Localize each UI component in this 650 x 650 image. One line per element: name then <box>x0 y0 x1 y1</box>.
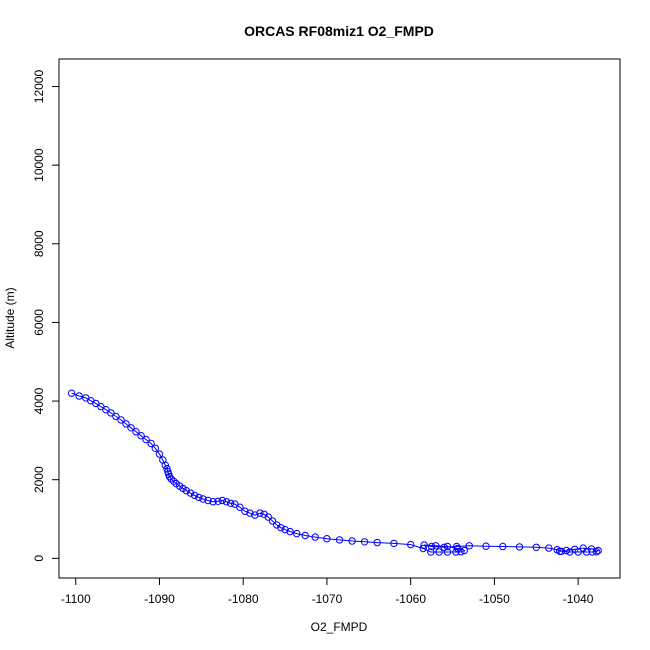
plot-frame <box>58 58 621 579</box>
data-point <box>427 548 435 556</box>
data-point <box>132 428 140 436</box>
x-axis: -1100 -1090 -1080 -1070 -1060 -1050 -1040 <box>61 577 594 606</box>
x-tick-label: -1070 <box>312 592 343 606</box>
x-tick-label: -1040 <box>563 592 594 606</box>
y-tick-label: 6000 <box>32 309 46 336</box>
data-point <box>515 543 524 551</box>
y-axis: 0 2000 4000 6000 8000 10000 12000 <box>32 70 60 562</box>
data-point <box>460 546 468 555</box>
data-point <box>127 424 135 432</box>
data-point <box>499 542 507 551</box>
data-point <box>594 546 602 555</box>
data-point <box>311 533 319 541</box>
y-tick-label: 8000 <box>32 230 46 257</box>
data-point <box>155 450 164 458</box>
data-point <box>112 412 120 421</box>
data-point <box>246 509 254 517</box>
x-tick-label: -1090 <box>144 592 175 606</box>
data-point <box>440 543 448 551</box>
data-point <box>147 439 155 448</box>
data-point <box>587 545 596 553</box>
y-tick-label: 0 <box>32 555 46 562</box>
data-point <box>323 535 331 543</box>
data-point <box>209 498 217 506</box>
data-point <box>186 489 195 497</box>
data-point <box>241 507 249 515</box>
y-tick-label: 2000 <box>32 466 46 493</box>
data-point <box>579 544 587 552</box>
data-point <box>407 540 415 549</box>
x-tick-label: -1100 <box>61 592 91 606</box>
data-point <box>75 392 83 400</box>
data-point <box>373 538 381 547</box>
data-point <box>195 493 203 502</box>
data-point <box>420 541 428 549</box>
y-tick-label: 4000 <box>32 387 46 414</box>
data-point <box>452 548 460 556</box>
data-point <box>204 496 212 505</box>
data-point <box>268 517 277 525</box>
data-point <box>161 461 170 469</box>
data-point <box>137 432 145 440</box>
data-point <box>443 542 452 551</box>
data-point <box>432 542 440 550</box>
data-point <box>92 399 100 408</box>
x-axis-label: O2_FMPD <box>311 620 368 634</box>
data-point <box>190 491 199 500</box>
data-point <box>167 475 175 483</box>
data-point <box>360 538 369 546</box>
chart-title: ORCAS RF08miz1 O2_FMPD <box>244 23 434 39</box>
data-point <box>435 548 443 556</box>
data-point <box>465 542 473 550</box>
data-point <box>256 509 264 517</box>
data-point <box>281 525 289 534</box>
data-point <box>251 511 259 519</box>
data-point <box>199 495 207 503</box>
data-point <box>165 472 174 481</box>
data-point <box>218 496 227 505</box>
data-point <box>301 531 309 540</box>
data-point <box>556 547 564 555</box>
data-point <box>419 544 427 553</box>
x-tick-label: -1050 <box>479 592 510 606</box>
data-point <box>545 544 553 552</box>
data-point <box>427 542 436 551</box>
data-point <box>453 542 461 551</box>
data-point <box>348 537 356 545</box>
y-axis-label: Altitude (m) <box>3 287 17 348</box>
data-point <box>390 539 398 548</box>
x-tick-label: -1080 <box>228 592 259 606</box>
data-point <box>214 497 222 505</box>
data-point <box>293 529 301 538</box>
data-point <box>264 513 272 521</box>
data-point <box>117 416 125 424</box>
y-tick-label: 10000 <box>32 148 46 182</box>
data-point <box>151 444 160 452</box>
data-point <box>286 527 294 536</box>
data-point <box>335 536 344 544</box>
data-point <box>122 420 130 428</box>
x-tick-label: -1060 <box>395 592 426 606</box>
data-point <box>182 487 191 495</box>
data-point <box>222 498 231 506</box>
data-points <box>67 389 602 556</box>
data-point <box>482 542 490 550</box>
data-point <box>532 543 540 551</box>
data-point <box>107 409 115 417</box>
y-tick-label: 12000 <box>32 70 46 104</box>
data-point <box>142 435 150 444</box>
data-point <box>236 503 244 511</box>
data-point <box>67 389 76 397</box>
data-point <box>226 499 235 507</box>
data-point <box>571 545 579 553</box>
data-point <box>277 524 285 532</box>
series-trace-line <box>71 392 600 553</box>
data-point <box>170 477 178 485</box>
